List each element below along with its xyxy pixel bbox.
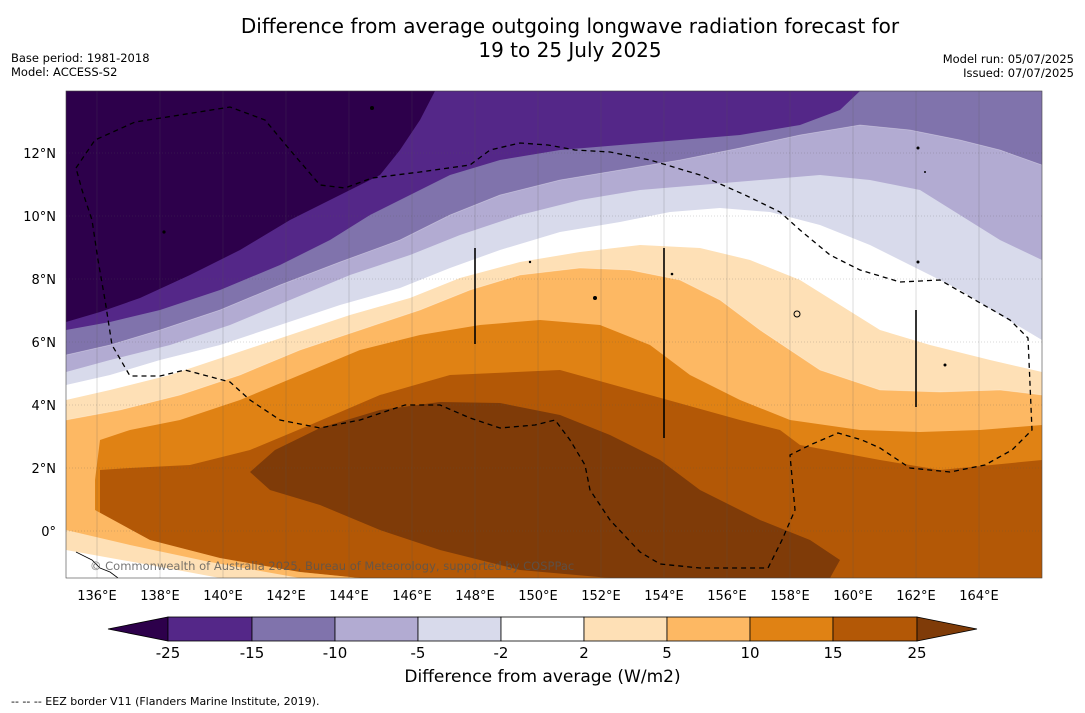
eez-legend: -- -- -- EEZ border V11 (Flanders Marine… xyxy=(11,695,320,708)
lon-label: 150°E xyxy=(518,589,558,604)
colorbar-swatch xyxy=(251,616,336,642)
lon-label: 144°E xyxy=(329,589,369,604)
issued-date: Issued: 07/07/2025 xyxy=(963,66,1074,80)
colorbar-label: -2 xyxy=(494,644,509,662)
colorbar-swatch xyxy=(417,616,502,642)
colorbar-swatch xyxy=(749,616,834,642)
lat-label: 2°N xyxy=(32,462,57,477)
lat-label: 0° xyxy=(41,525,56,540)
eez-border xyxy=(75,106,1033,569)
colorbar-label: -5 xyxy=(411,644,426,662)
run-info: Model run: 05/07/2025 Issued: 07/07/2025 xyxy=(943,52,1074,80)
lon-label: 156°E xyxy=(707,589,747,604)
lon-label: 158°E xyxy=(770,589,810,604)
model-run: Model run: 05/07/2025 xyxy=(942,52,1074,66)
coastline-png xyxy=(75,551,119,578)
colorbar xyxy=(107,616,978,642)
lat-label: 12°N xyxy=(23,147,56,162)
colorbar-label: 25 xyxy=(907,644,926,662)
colorbar-swatch xyxy=(666,616,751,642)
colorbar-label: -15 xyxy=(240,644,265,662)
lon-label: 140°E xyxy=(203,589,243,604)
lon-label: 162°E xyxy=(896,589,936,604)
lat-label: 6°N xyxy=(32,336,57,351)
colorbar-swatch xyxy=(583,616,668,642)
map-title: Difference from average outgoing longwav… xyxy=(0,14,1085,62)
meridians xyxy=(96,91,980,578)
map-panel: © Commonwealth of Australia 2025, Bureau… xyxy=(66,91,1042,578)
lon-label: 164°E xyxy=(959,589,999,604)
model-name: Model: ACCESS-S2 xyxy=(11,65,118,79)
colorbar-swatch xyxy=(500,616,585,642)
lon-label: 154°E xyxy=(644,589,684,604)
lon-label: 142°E xyxy=(266,589,306,604)
lon-label: 160°E xyxy=(833,589,873,604)
small-islands xyxy=(162,106,947,367)
colorbar-label: 2 xyxy=(579,644,589,662)
lon-label: 146°E xyxy=(392,589,432,604)
lon-label: 136°E xyxy=(77,589,117,604)
title-line-2: 19 to 25 July 2025 xyxy=(478,38,662,62)
colorbar-label: -10 xyxy=(323,644,348,662)
longitude-labels: 136°E 138°E 140°E 142°E 144°E 146°E 148°… xyxy=(77,589,999,604)
lon-label: 152°E xyxy=(581,589,621,604)
colorbar-label: -25 xyxy=(156,644,181,662)
copyright-watermark: © Commonwealth of Australia 2025, Bureau… xyxy=(90,559,574,573)
lat-label: 10°N xyxy=(23,210,56,225)
map-frame xyxy=(65,90,1043,579)
model-info: Base period: 1981-2018 Model: ACCESS-S2 xyxy=(11,51,150,79)
graticule xyxy=(66,152,1042,532)
colorbar-swatch xyxy=(832,616,918,642)
colorbar-labels: -25 -15 -10 -5 -2 2 5 10 15 25 xyxy=(156,644,927,662)
colorbar-min-arrow xyxy=(107,616,169,642)
contour-line xyxy=(66,124,1042,356)
latitude-labels: 12°N 10°N 8°N 6°N 4°N 2°N 0° xyxy=(23,147,56,540)
title-line-1: Difference from average outgoing longwav… xyxy=(240,14,900,38)
lon-label: 138°E xyxy=(140,589,180,604)
colorbar-swatch xyxy=(334,616,419,642)
colorbar-label: 15 xyxy=(823,644,842,662)
island-markers xyxy=(474,248,917,438)
base-period: Base period: 1981-2018 xyxy=(11,51,150,65)
band-below-neg25 xyxy=(66,91,435,322)
band-above-25 xyxy=(250,402,840,578)
colorbar-max-arrow xyxy=(916,616,978,642)
lat-label: 8°N xyxy=(32,273,57,288)
colorbar-label: 10 xyxy=(740,644,759,662)
colorbar-label: 5 xyxy=(662,644,672,662)
colorbar-title: Difference from average (W/m2) xyxy=(404,667,681,687)
lat-label: 4°N xyxy=(32,399,57,414)
colorbar-swatch xyxy=(167,616,253,642)
lon-label: 148°E xyxy=(455,589,495,604)
contour-line xyxy=(66,267,1042,421)
